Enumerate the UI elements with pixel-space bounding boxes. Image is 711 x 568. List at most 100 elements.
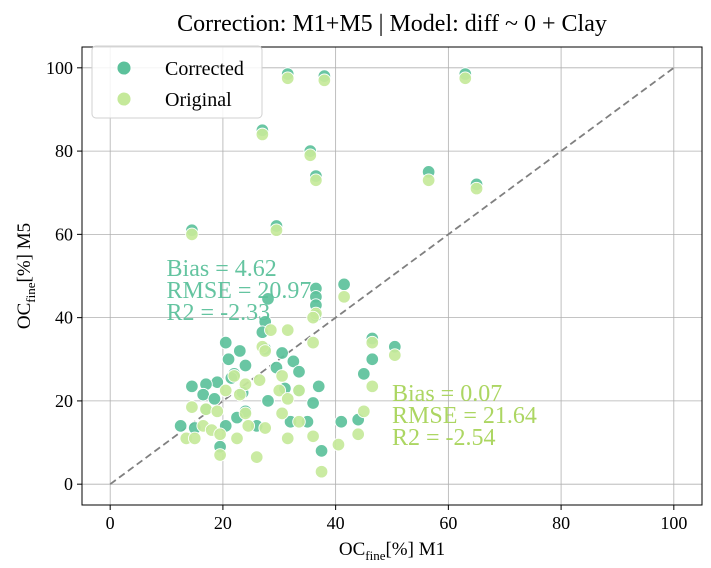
x-tick-label: 60 xyxy=(439,513,457,533)
data-point xyxy=(221,352,236,367)
data-point xyxy=(213,448,227,462)
x-axis-label: OCfine[%] M1 xyxy=(339,539,445,563)
data-point xyxy=(365,379,380,394)
data-point xyxy=(272,383,287,398)
data-point xyxy=(213,427,227,441)
data-point xyxy=(196,387,210,402)
data-point xyxy=(227,369,241,383)
data-point xyxy=(292,365,306,379)
data-point xyxy=(280,71,295,85)
legend-box xyxy=(91,45,263,119)
data-point xyxy=(207,392,222,406)
annotation-line: RMSE = 20.97 xyxy=(167,278,312,304)
data-point xyxy=(218,383,233,398)
x-tick-label: 100 xyxy=(660,513,687,533)
legend-marker xyxy=(116,60,132,76)
x-tick-label: 80 xyxy=(552,513,570,533)
data-point xyxy=(357,404,371,419)
annotation-line: RMSE = 21.64 xyxy=(392,403,537,429)
data-point xyxy=(275,346,289,360)
data-point xyxy=(241,419,256,433)
data-point xyxy=(233,387,247,402)
data-point xyxy=(238,377,253,392)
data-point xyxy=(292,414,306,429)
series-original xyxy=(179,71,484,479)
data-point xyxy=(306,429,320,444)
data-point xyxy=(357,367,371,381)
data-point xyxy=(261,394,275,408)
y-tick-label: 0 xyxy=(64,474,73,494)
annotation-line: R2 = -2.33 xyxy=(167,300,271,326)
x-tick-label: 40 xyxy=(327,513,345,533)
chart-title: Correction: M1+M5 | Model: diff ~ 0 + Cl… xyxy=(177,11,607,37)
y-axis-label: OCfine[%] M5 xyxy=(14,223,38,329)
data-point xyxy=(185,379,199,394)
data-point xyxy=(218,335,233,350)
data-point xyxy=(269,223,284,237)
data-point xyxy=(286,354,301,369)
data-point xyxy=(233,344,247,358)
data-point xyxy=(199,402,213,416)
legend-label: Original xyxy=(165,89,232,111)
data-point xyxy=(469,181,484,196)
data-point xyxy=(255,127,270,142)
data-point xyxy=(421,173,436,187)
data-point xyxy=(314,444,329,458)
data-point xyxy=(331,437,346,452)
data-point xyxy=(280,323,295,337)
data-point xyxy=(173,419,188,433)
annotation-line: Bias = 0.07 xyxy=(392,381,502,407)
data-point xyxy=(280,431,295,446)
data-point xyxy=(337,290,351,304)
data-point xyxy=(185,400,199,414)
data-point xyxy=(292,383,306,398)
legend: Corrected Original xyxy=(91,45,263,119)
legend-marker xyxy=(116,91,132,107)
data-point xyxy=(314,464,329,479)
data-point xyxy=(187,431,202,446)
y-tick-label: 100 xyxy=(46,58,73,78)
x-tick-label: 0 xyxy=(106,513,115,533)
data-point xyxy=(365,352,380,367)
x-tick-label: 20 xyxy=(214,513,232,533)
legend-label: Corrected xyxy=(165,58,244,80)
data-point xyxy=(252,373,267,387)
data-point xyxy=(309,173,323,187)
annotation-line: R2 = -2.54 xyxy=(392,425,496,451)
data-point xyxy=(275,369,289,383)
data-point xyxy=(264,323,278,337)
data-point xyxy=(351,427,365,441)
data-point xyxy=(306,310,320,325)
data-point xyxy=(311,379,326,394)
data-point xyxy=(306,335,320,350)
axes-frame xyxy=(81,46,703,506)
data-point xyxy=(258,421,272,435)
data-point xyxy=(249,450,264,464)
data-point xyxy=(306,396,320,410)
data-point xyxy=(280,392,295,406)
data-point xyxy=(334,414,349,429)
data-point xyxy=(210,404,225,419)
data-point xyxy=(458,71,473,85)
data-point xyxy=(238,406,253,421)
y-tick-label: 20 xyxy=(55,391,73,411)
data-point xyxy=(388,348,402,362)
data-point xyxy=(317,73,332,88)
y-tick-label: 80 xyxy=(55,141,73,161)
data-point xyxy=(261,292,275,306)
annotation-line: Bias = 4.62 xyxy=(167,256,277,282)
data-point xyxy=(258,344,272,358)
data-point xyxy=(275,406,289,421)
data-point xyxy=(230,431,244,446)
data-point xyxy=(185,227,199,242)
data-point xyxy=(337,277,351,292)
y-tick-label: 60 xyxy=(55,224,73,244)
data-point xyxy=(303,148,318,163)
data-point xyxy=(365,335,380,350)
data-point xyxy=(238,358,253,373)
y-tick-label: 40 xyxy=(55,308,73,328)
